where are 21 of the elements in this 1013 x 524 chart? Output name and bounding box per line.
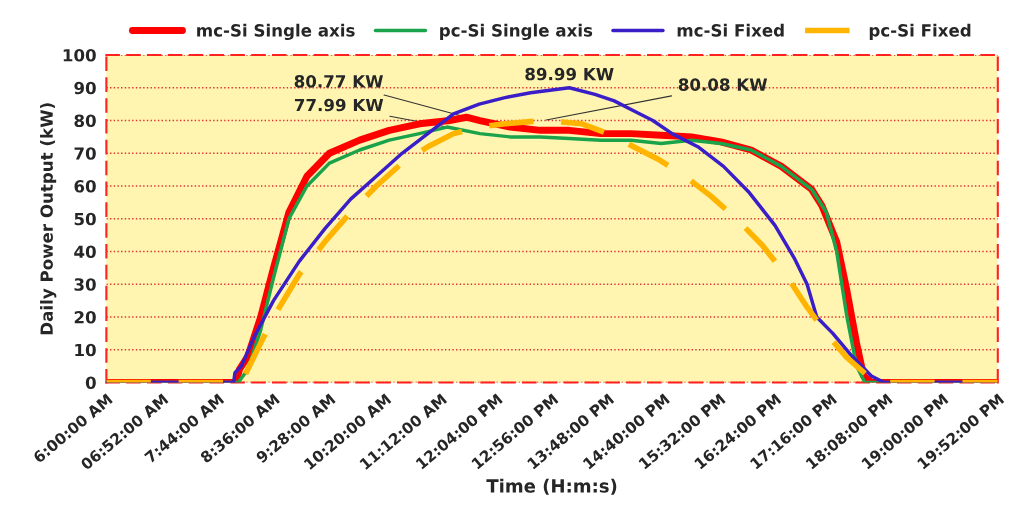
y-tick-label: 0 xyxy=(85,376,96,390)
legend-label: mc-Si Fixed xyxy=(677,23,784,37)
y-tick-label: 50 xyxy=(74,212,96,226)
annotation: 80.77 KW xyxy=(294,75,383,88)
x-axis-title: Time (H:m:s) xyxy=(486,478,617,495)
y-tick-label: 80 xyxy=(74,114,96,128)
legend-label: mc-Si Single axis xyxy=(197,23,355,41)
annotation: 80.08 KW xyxy=(678,78,768,91)
y-tick-label: 90 xyxy=(74,81,96,95)
legend-label: pc-Si Fixed xyxy=(869,23,971,40)
y-tick-label: 10 xyxy=(75,343,96,357)
legend-label: pc-Si Single axis xyxy=(440,23,593,41)
y-tick-label: 40 xyxy=(74,245,96,259)
y-tick-label: 60 xyxy=(74,179,96,193)
y-tick-label: 30 xyxy=(74,278,96,291)
annotation: 89.99 KW xyxy=(525,67,614,81)
y-tick-label: 100 xyxy=(63,48,96,62)
y-tick-label: 70 xyxy=(74,147,96,160)
y-axis-title: Daily Power Output (kW) xyxy=(40,103,57,335)
annotation: 77.99 KW xyxy=(294,98,384,112)
y-tick-label: 20 xyxy=(74,310,96,324)
